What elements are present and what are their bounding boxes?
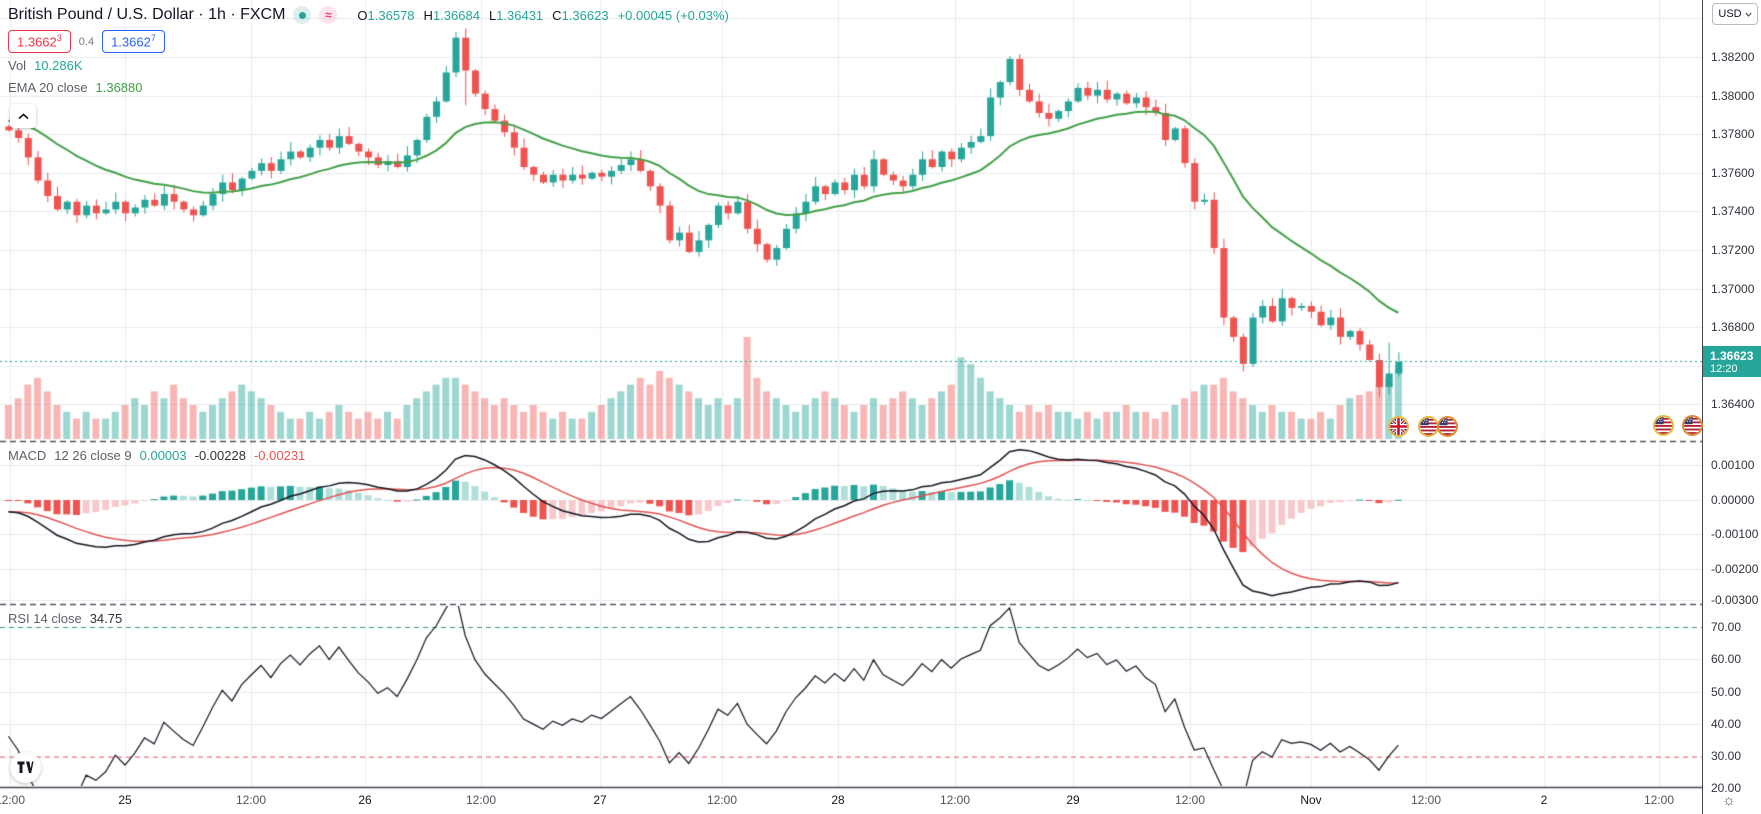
time-axis-label: 12:00 — [1643, 793, 1675, 807]
currency-dropdown[interactable]: USD — [1712, 3, 1758, 25]
macd-line-value: -0.00228 — [194, 448, 246, 463]
economic-event-flag-us-icon[interactable] — [1436, 415, 1458, 437]
macd-axis-label: 0.00100 — [1711, 458, 1755, 472]
tv-logo-icon — [17, 761, 34, 773]
sell-button[interactable]: 1.36623 — [8, 29, 71, 54]
axis-settings-icon[interactable]: ☼ — [1722, 792, 1736, 809]
open-value: 1.36578 — [367, 7, 415, 23]
time-axis-label: 12:00 — [1410, 793, 1442, 807]
rsi-axis-label: 30.00 — [1711, 749, 1742, 763]
time-axis-label: 12:00 — [235, 793, 267, 807]
low-label: L — [488, 7, 497, 23]
time-axis[interactable]: 12:00 25 12:00 26 12:00 27 12:00 28 12:00 29 12:00… — [0, 787, 1702, 814]
macd-params: 12 26 close 9 — [54, 448, 132, 463]
rsi-axis-label: 40.00 — [1711, 717, 1742, 731]
chevron-down-icon — [1744, 12, 1752, 17]
economic-event-flag-us-icon[interactable] — [1417, 415, 1439, 437]
volume-label: Vol — [8, 58, 27, 73]
symbol-title[interactable]: British Pound / U.S. Dollar · 1h · FXCM — [8, 6, 286, 23]
ema-readout[interactable]: EMA 20 close 1.36880 — [8, 80, 143, 95]
price-axis-label: 1.36800 — [1711, 320, 1755, 334]
macd-axis-label: -0.00200 — [1711, 562, 1759, 576]
price-axis-label: 1.37800 — [1711, 127, 1755, 141]
macd-axis-label: -0.00100 — [1711, 527, 1759, 541]
macd-hist-value: 0.00003 — [139, 448, 187, 463]
rsi-axis-label: 70.00 — [1711, 620, 1742, 634]
time-axis-label: 27 — [593, 793, 607, 807]
spread-value: 0.4 — [78, 35, 95, 48]
time-axis-label: 28 — [831, 793, 845, 807]
chevron-up-icon — [17, 112, 29, 119]
economic-event-flag-us-icon[interactable] — [1681, 414, 1703, 436]
volume-value: 10.286K — [34, 58, 83, 73]
macd-readout[interactable]: MACD 12 26 close 9 0.00003 -0.00228 -0.0… — [8, 448, 305, 463]
low-value: 1.36431 — [496, 7, 544, 23]
high-label: H — [423, 7, 433, 23]
time-axis-label: 26 — [358, 793, 372, 807]
tradingview-logo[interactable] — [10, 752, 41, 783]
close-label: C — [552, 7, 562, 23]
close-value: 1.36623 — [561, 7, 609, 23]
time-axis-label: 25 — [118, 793, 132, 807]
rsi-axis-label: 50.00 — [1711, 685, 1742, 699]
time-axis-label: 12:00 — [0, 793, 26, 807]
macd-axis-label: -0.00300 — [1711, 593, 1759, 607]
time-axis-label: 12:00 — [465, 793, 497, 807]
ema-value: 1.36880 — [95, 80, 143, 95]
macd-title: MACD — [8, 448, 47, 463]
time-axis-label: 29 — [1066, 793, 1080, 807]
price-axis-label: 1.37000 — [1711, 282, 1755, 296]
current-price-tag: 1.36623 12:20 — [1703, 346, 1761, 377]
economic-event-flag-gb-icon[interactable] — [1387, 415, 1409, 437]
chart-header: British Pound / U.S. Dollar · 1h · FXCM … — [8, 4, 729, 26]
buy-button[interactable]: 1.36627 — [102, 29, 165, 54]
high-value: 1.36684 — [432, 7, 480, 23]
price-axis-label: 1.37400 — [1711, 204, 1755, 218]
time-axis-label: 2 — [1540, 793, 1548, 807]
price-axis-label: 1.36400 — [1711, 397, 1755, 411]
rsi-value: 34.75 — [89, 611, 123, 626]
time-axis-label: 12:00 — [706, 793, 738, 807]
price-axis-label: 1.37200 — [1711, 243, 1755, 257]
ema-label: EMA 20 close — [8, 80, 88, 95]
rsi-axis-label: 60.00 — [1711, 652, 1742, 666]
collapse-panel-button[interactable] — [10, 104, 36, 128]
ohlc-readout: O1.36578 H1.36684 L1.36431 C1.36623 +0.0… — [357, 8, 728, 23]
time-axis-label: Nov — [1300, 793, 1322, 807]
market-open-status-icon[interactable] — [293, 6, 312, 24]
price-axis[interactable]: 1.384001.382001.380001.378001.376001.374… — [1702, 0, 1761, 814]
macd-signal-value: -0.00231 — [253, 448, 306, 463]
time-axis-label: 12:00 — [1174, 793, 1206, 807]
price-axis-label: 1.37600 — [1711, 166, 1755, 180]
change-value: +0.00045 (+0.03%) — [617, 7, 729, 23]
rsi-axis-label: 20.00 — [1711, 781, 1742, 795]
economic-event-flag-us-icon[interactable] — [1652, 414, 1674, 436]
delayed-data-icon[interactable]: ≈ — [319, 6, 338, 24]
rsi-title: RSI 14 close — [8, 611, 82, 626]
rsi-readout[interactable]: RSI 14 close 34.75 — [8, 611, 122, 626]
price-axis-label: 1.38200 — [1711, 50, 1755, 64]
macd-axis-label: 0.00000 — [1711, 493, 1755, 507]
open-label: O — [357, 7, 368, 23]
bid-ask-row: 1.36623 0.4 1.36627 — [8, 29, 165, 54]
time-axis-label: 12:00 — [939, 793, 971, 807]
volume-readout[interactable]: Vol 10.286K — [8, 58, 83, 73]
price-axis-label: 1.38000 — [1711, 89, 1755, 103]
